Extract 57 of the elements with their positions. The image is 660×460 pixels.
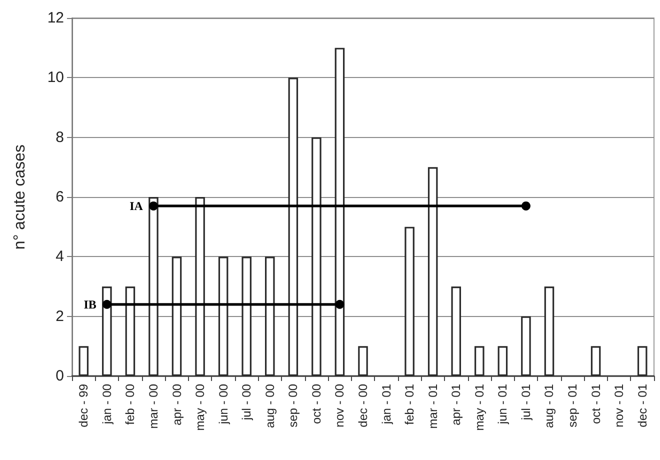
bar [218, 256, 228, 376]
bar [637, 346, 648, 376]
bar [404, 226, 414, 376]
bar [451, 286, 462, 376]
bar [195, 197, 205, 376]
x-tick-label: oct - 01 [588, 384, 603, 424]
x-tick-label: apr - 00 [170, 384, 184, 426]
x-tick-label: nov - 01 [612, 384, 626, 428]
x-tick-label: nov - 00 [332, 384, 347, 428]
y-tick-label: 2 [56, 308, 64, 325]
x-tick-label: feb - 00 [123, 384, 138, 425]
x-tick-label: may - 01 [472, 384, 486, 431]
bar [264, 256, 275, 376]
x-tick-label: dec - 99 [76, 384, 91, 428]
series-label: IB [84, 297, 96, 312]
bar [590, 346, 601, 376]
bar [312, 137, 322, 376]
y-tick-label: 4 [56, 248, 64, 266]
bar [358, 346, 368, 376]
bar [102, 286, 112, 376]
bar [148, 197, 158, 376]
bar [242, 256, 252, 376]
bar [172, 256, 182, 376]
x-tick-label: may - 00 [193, 384, 208, 431]
x-tick-label: mar - 01 [426, 384, 440, 429]
bar [78, 346, 89, 376]
x-tick-label: feb - 01 [402, 384, 417, 425]
x-tick-label: jun - 01 [496, 384, 510, 426]
x-tick-label: apr - 01 [449, 384, 464, 426]
bar [288, 78, 298, 376]
x-tick-label: sep - 01 [566, 384, 580, 428]
x-tick-label: jan - 00 [100, 384, 114, 426]
bar [428, 167, 438, 376]
bar [521, 316, 531, 376]
bar [125, 286, 136, 376]
bar [498, 346, 508, 376]
y-tick-label: 10 [47, 69, 64, 86]
y-tick-label: 6 [56, 188, 64, 206]
y-tick-label: 8 [56, 128, 64, 146]
x-tick-label: jan - 01 [379, 384, 394, 426]
bar [474, 346, 484, 376]
x-tick-label: dec - 01 [635, 384, 650, 428]
x-tick-label: mar - 00 [146, 384, 160, 429]
bar [334, 48, 345, 376]
x-tick-label: sep - 00 [286, 384, 300, 428]
x-tick-label: aug - 00 [262, 384, 277, 428]
series-label: IA [130, 198, 144, 213]
x-tick-label: jun - 00 [216, 384, 230, 426]
x-tick-label: aug - 01 [542, 384, 556, 428]
y-axis-title: n° acute cases [12, 144, 28, 250]
x-tick-label: oct - 00 [309, 384, 324, 424]
y-tick-label: 0 [56, 368, 64, 384]
x-tick-label: jul - 00 [240, 384, 254, 422]
bar [544, 286, 554, 376]
y-tick-label: 12 [47, 10, 64, 26]
x-tick-label: jul - 01 [518, 384, 533, 422]
x-tick-label: dec - 00 [356, 384, 370, 428]
